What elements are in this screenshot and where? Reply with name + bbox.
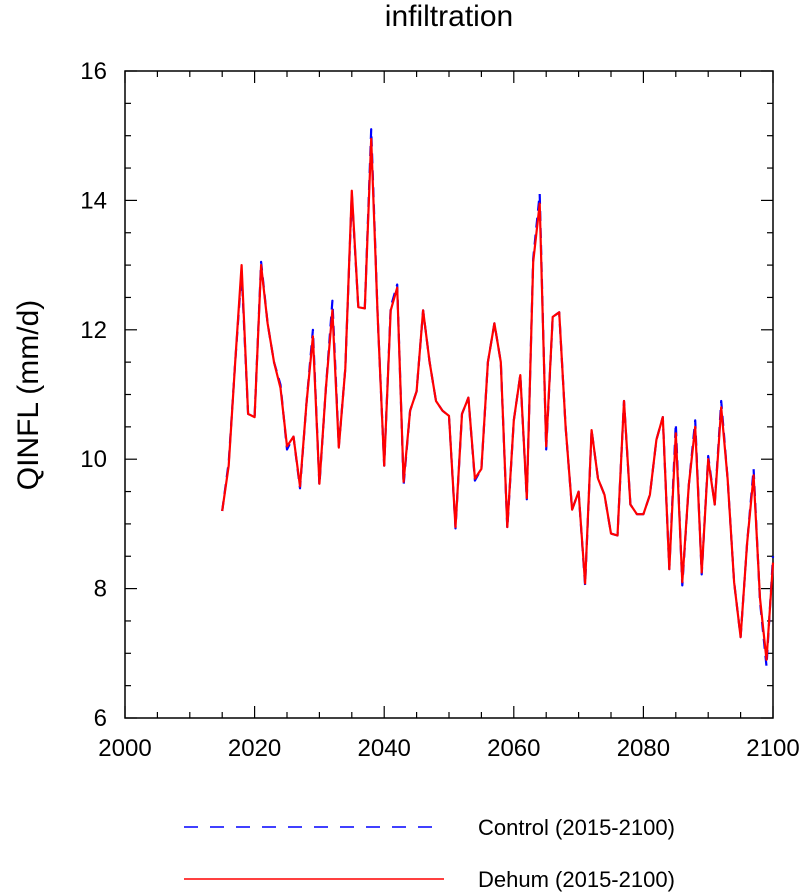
x-tick-label: 2000 xyxy=(98,735,151,762)
x-tick-label: 2060 xyxy=(487,735,540,762)
x-tick-label: 2020 xyxy=(228,735,281,762)
axes: 2000 2020 2040 2060 2080 2100 6 8 10 12 14 16 xyxy=(80,58,799,762)
y-axis-label: QINFL (mm/d) xyxy=(12,300,45,491)
plot-frame xyxy=(124,70,774,719)
y-tick-label: 12 xyxy=(80,317,107,344)
plot-area xyxy=(221,128,775,668)
x-tick-label: 2100 xyxy=(746,735,799,762)
y-tick-label: 6 xyxy=(94,705,107,732)
legend-label-dehum: Dehum (2015-2100) xyxy=(478,867,675,892)
series-line-control xyxy=(221,128,775,668)
series-line-dehum xyxy=(221,137,775,661)
y-tick-label: 8 xyxy=(94,576,107,603)
y-tick-label: 14 xyxy=(80,187,107,214)
x-tick-label: 2040 xyxy=(358,735,411,762)
x-tick-label: 2080 xyxy=(617,735,670,762)
chart-title: infiltration xyxy=(385,0,513,33)
y-tick-label: 10 xyxy=(80,446,107,473)
legend-label-control: Control (2015-2100) xyxy=(478,815,675,840)
legend: Control (2015-2100) Dehum (2015-2100) xyxy=(184,815,675,892)
y-tick-label: 16 xyxy=(80,58,107,85)
